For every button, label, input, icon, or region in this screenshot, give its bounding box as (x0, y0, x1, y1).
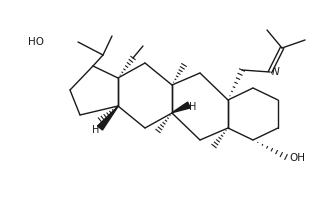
Polygon shape (98, 106, 118, 130)
Text: OH: OH (289, 153, 305, 163)
Polygon shape (172, 102, 190, 113)
Text: HO: HO (28, 37, 44, 47)
Text: H: H (189, 102, 196, 112)
Text: N: N (272, 67, 280, 77)
Text: H: H (92, 125, 99, 135)
